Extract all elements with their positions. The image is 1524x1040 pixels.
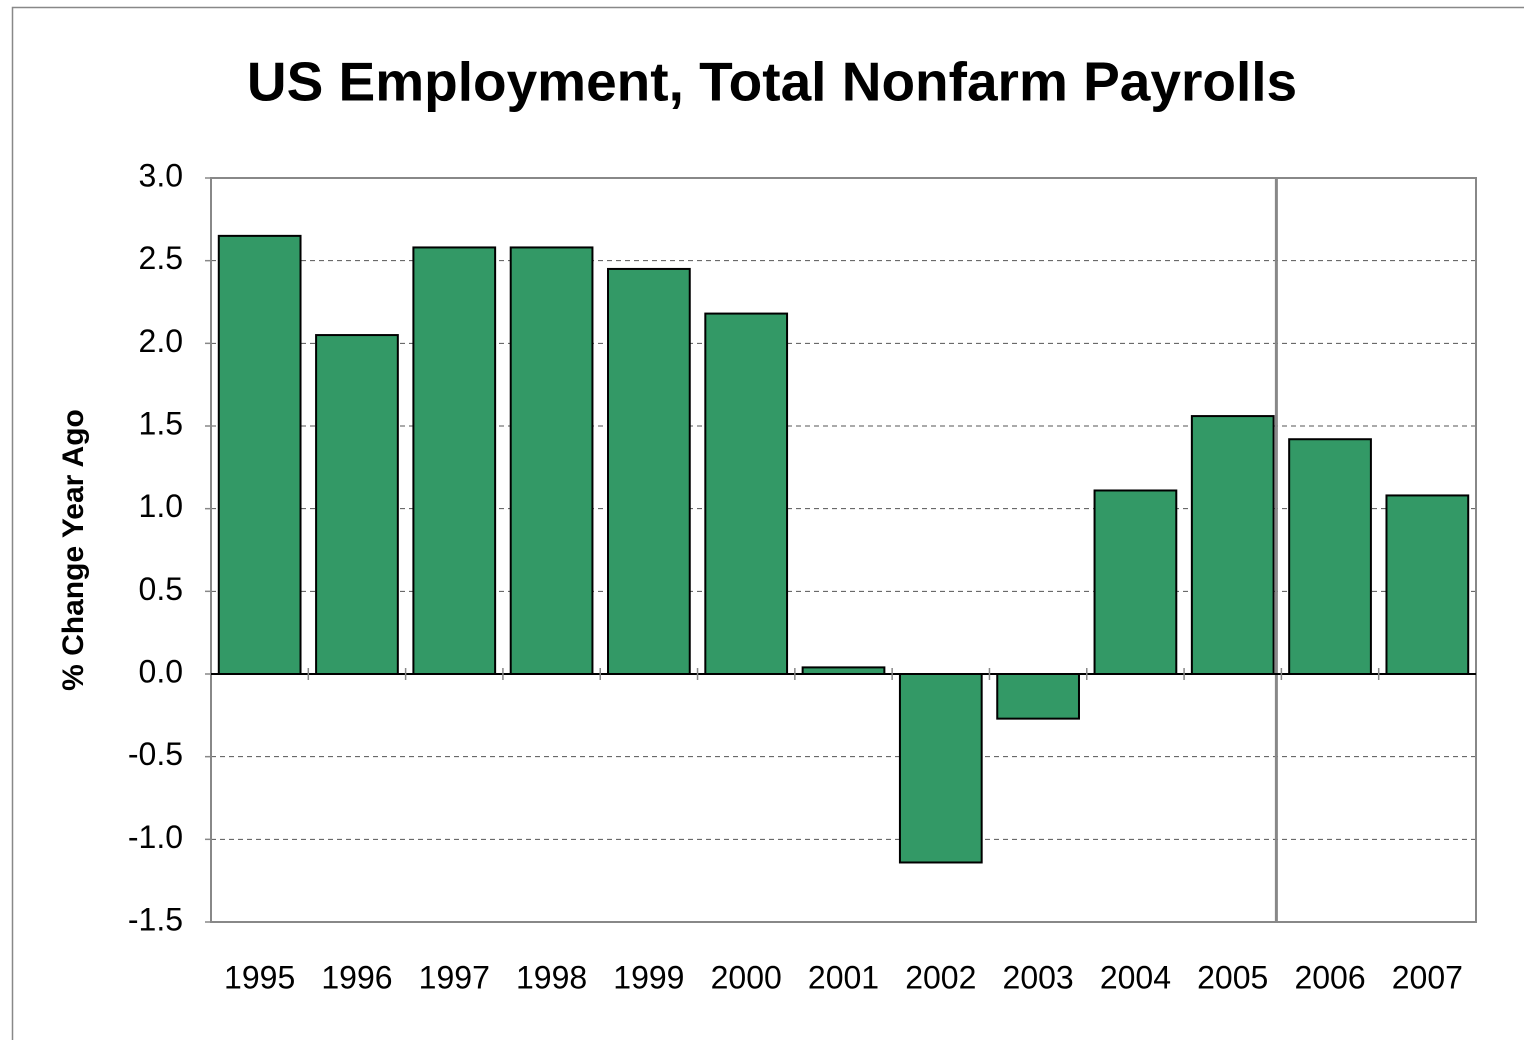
frame bbox=[11, 6, 1524, 1040]
y-tick-label: -0.5 bbox=[128, 736, 183, 772]
bar bbox=[1190, 415, 1275, 675]
bar bbox=[315, 334, 399, 675]
y-tick-label: -1.0 bbox=[128, 819, 183, 855]
y-tick-label: -1.5 bbox=[128, 901, 183, 937]
bar bbox=[217, 234, 302, 675]
bar bbox=[509, 246, 594, 675]
y-tick-label: 2.0 bbox=[139, 323, 183, 359]
x-tick-label: 1999 bbox=[613, 959, 684, 995]
y-axis-label: % Change Year Ago bbox=[57, 409, 90, 691]
x-tick-label: 2005 bbox=[1197, 959, 1268, 995]
y-tick-label: 2.5 bbox=[139, 240, 183, 276]
x-tick-label: 1997 bbox=[419, 959, 490, 995]
y-tick-label: 0.5 bbox=[139, 571, 183, 607]
x-tick-label: 2007 bbox=[1392, 959, 1463, 995]
bar bbox=[412, 246, 497, 675]
x-tick-label: 1995 bbox=[224, 959, 295, 995]
chart-title: US Employment, Total Nonfarm Payrolls bbox=[247, 51, 1297, 113]
bar bbox=[704, 312, 789, 675]
y-tick-label: 0.0 bbox=[139, 653, 183, 689]
x-tick-label: 2006 bbox=[1294, 959, 1365, 995]
x-tick-label: 2001 bbox=[808, 959, 879, 995]
y-tick-label: 1.0 bbox=[139, 488, 183, 524]
x-tick-label: 2004 bbox=[1100, 959, 1171, 995]
y-tick-label: 3.0 bbox=[139, 157, 183, 193]
x-tick-label: 2000 bbox=[711, 959, 782, 995]
x-tick-label: 1996 bbox=[321, 959, 392, 995]
bar bbox=[996, 673, 1080, 720]
x-tick-label: 2003 bbox=[1003, 959, 1074, 995]
bar bbox=[898, 673, 983, 864]
x-tick-label: 2002 bbox=[905, 959, 976, 995]
bar bbox=[607, 267, 691, 675]
bar bbox=[1093, 489, 1178, 676]
bar bbox=[1288, 438, 1372, 675]
bar bbox=[1385, 494, 1470, 675]
x-tick-label: 1998 bbox=[516, 959, 587, 995]
y-tick-label: 1.5 bbox=[139, 405, 183, 441]
plot-area bbox=[210, 177, 1477, 923]
